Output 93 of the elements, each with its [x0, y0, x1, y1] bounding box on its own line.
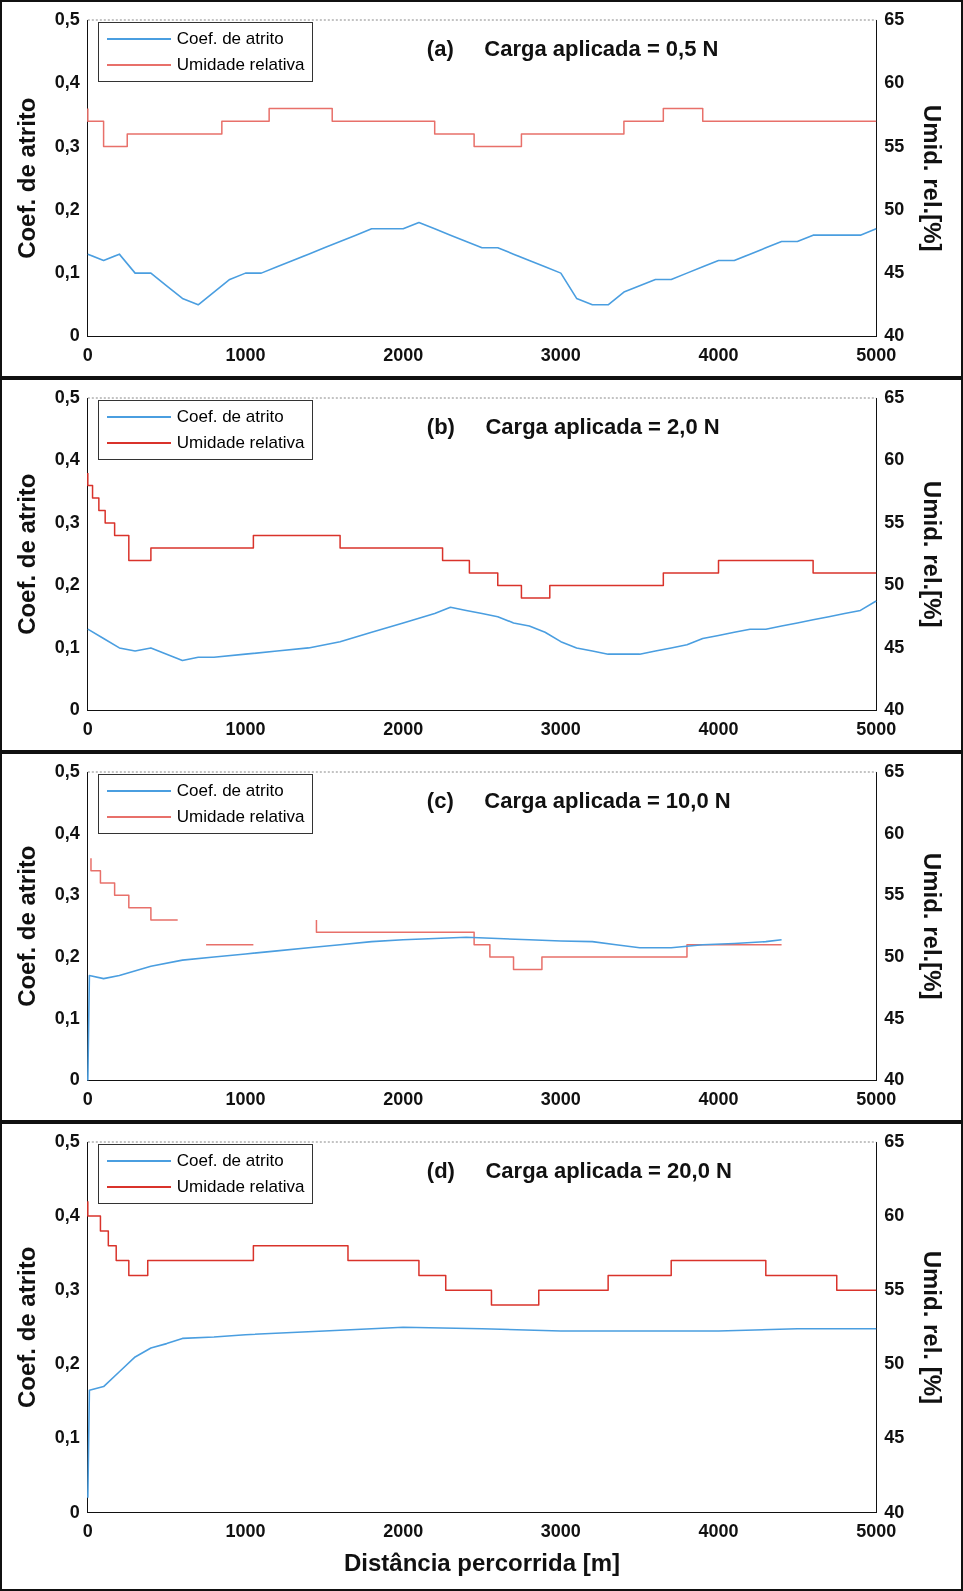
x-tick-label: 4000: [698, 719, 739, 740]
y2-tick-label: 55: [884, 135, 905, 156]
y-tick-label: 0,4: [54, 1205, 80, 1226]
y2-tick-label: 40: [884, 1501, 905, 1522]
y2-tick-label: 60: [884, 1205, 905, 1226]
y2-axis-title: Umid. rel.[%]: [918, 480, 946, 628]
y-tick-label: 0,5: [54, 1130, 80, 1151]
x-tick-label: 1000: [225, 1089, 266, 1110]
x-tick-label: 5000: [856, 1089, 897, 1110]
x-axis-title: Distância percorrida [m]: [343, 1549, 621, 1577]
y2-tick-label: 50: [884, 1353, 905, 1374]
y2-tick-label: 45: [884, 1007, 905, 1028]
y-tick-label: 0,2: [54, 946, 80, 967]
y-tick-label: 0,2: [54, 198, 80, 219]
y-tick-label: 0,2: [54, 1353, 80, 1374]
legend-label: Coef. de atrito: [176, 1151, 284, 1171]
x-tick-label: 0: [82, 345, 93, 366]
y2-tick-label: 55: [884, 884, 905, 905]
y2-tick-label: 55: [884, 1279, 905, 1300]
legend-label: Umidade relativa: [176, 1177, 305, 1197]
x-tick-label: 1000: [225, 1521, 266, 1542]
x-tick-label: 2000: [383, 345, 424, 366]
x-tick-label: 2000: [383, 1521, 424, 1542]
x-tick-label: 4000: [698, 1521, 739, 1542]
x-tick-label: 2000: [383, 1089, 424, 1110]
x-tick-label: 0: [82, 1089, 93, 1110]
y2-tick-label: 60: [884, 72, 905, 93]
x-tick-label: 5000: [856, 719, 897, 740]
y2-tick-label: 45: [884, 1427, 905, 1448]
y-tick-label: 0: [69, 1069, 80, 1090]
y-axis-title: Coef. de atrito: [13, 1246, 41, 1408]
x-tick-label: 2000: [383, 719, 424, 740]
text: (a) Carga aplicada = 0,5 N: [426, 36, 719, 62]
y2-tick-label: 65: [884, 760, 905, 781]
x-tick-label: 1000: [225, 345, 266, 366]
y-tick-label: 0: [69, 699, 80, 720]
y2-tick-label: 45: [884, 262, 905, 283]
y2-axis-title: Umid. rel.[%]: [918, 104, 946, 252]
y-tick-label: 0,1: [54, 1427, 80, 1448]
y2-tick-label: 40: [884, 325, 905, 346]
y2-axis-title: Umid. rel. [%]: [918, 1250, 946, 1404]
y2-tick-label: 65: [884, 1130, 905, 1151]
y2-tick-label: 65: [884, 386, 905, 407]
y2-tick-label: 60: [884, 822, 905, 843]
x-tick-label: 0: [82, 719, 93, 740]
legend-label: Coef. de atrito: [176, 407, 284, 427]
y-tick-label: 0,1: [54, 262, 80, 283]
text: (c) Carga aplicada = 10,0 N: [426, 788, 731, 814]
y2-tick-label: 55: [884, 511, 905, 532]
y-tick-label: 0,4: [54, 72, 80, 93]
y-tick-label: 0,5: [54, 8, 80, 29]
y-tick-label: 0,3: [54, 884, 80, 905]
y-tick-label: 0,4: [54, 822, 80, 843]
x-tick-label: 4000: [698, 1089, 739, 1110]
y-tick-label: 0,4: [54, 449, 80, 470]
y-tick-label: 0,5: [54, 386, 80, 407]
y-axis-title: Coef. de atrito: [13, 97, 41, 259]
y-axis-title: Coef. de atrito: [13, 845, 41, 1007]
y2-tick-label: 45: [884, 636, 905, 657]
y2-tick-label: 40: [884, 699, 905, 720]
x-tick-label: 4000: [698, 345, 739, 366]
y-tick-label: 0,1: [54, 636, 80, 657]
x-tick-label: 5000: [856, 345, 897, 366]
y-tick-label: 0: [69, 1501, 80, 1522]
x-tick-label: 5000: [856, 1521, 897, 1542]
legend-label: Umidade relativa: [176, 55, 305, 75]
x-tick-label: 1000: [225, 719, 266, 740]
y2-tick-label: 50: [884, 946, 905, 967]
y2-tick-label: 40: [884, 1069, 905, 1090]
y2-tick-label: 60: [884, 449, 905, 470]
legend-label: Umidade relativa: [176, 807, 305, 827]
y-tick-label: 0,5: [54, 760, 80, 781]
y-tick-label: 0,1: [54, 1007, 80, 1028]
y2-tick-label: 65: [884, 8, 905, 29]
x-tick-label: 0: [82, 1521, 93, 1542]
legend-label: Coef. de atrito: [176, 29, 284, 49]
y-axis-title: Coef. de atrito: [13, 473, 41, 635]
y2-tick-label: 50: [884, 574, 905, 595]
x-tick-label: 3000: [540, 719, 581, 740]
text: (d) Carga aplicada = 20,0 N: [426, 1158, 732, 1184]
text: (b) Carga aplicada = 2,0 N: [426, 414, 720, 440]
y2-tick-label: 50: [884, 198, 905, 219]
x-tick-label: 3000: [540, 1089, 581, 1110]
legend-label: Umidade relativa: [176, 433, 305, 453]
y-tick-label: 0,3: [54, 511, 80, 532]
y-tick-label: 0: [69, 325, 80, 346]
y-tick-label: 0,3: [54, 1279, 80, 1300]
y-tick-label: 0,2: [54, 574, 80, 595]
x-tick-label: 3000: [540, 1521, 581, 1542]
y-tick-label: 0,3: [54, 135, 80, 156]
y2-axis-title: Umid. rel.[%]: [918, 852, 946, 1000]
x-tick-label: 3000: [540, 345, 581, 366]
legend-label: Coef. de atrito: [176, 781, 284, 801]
